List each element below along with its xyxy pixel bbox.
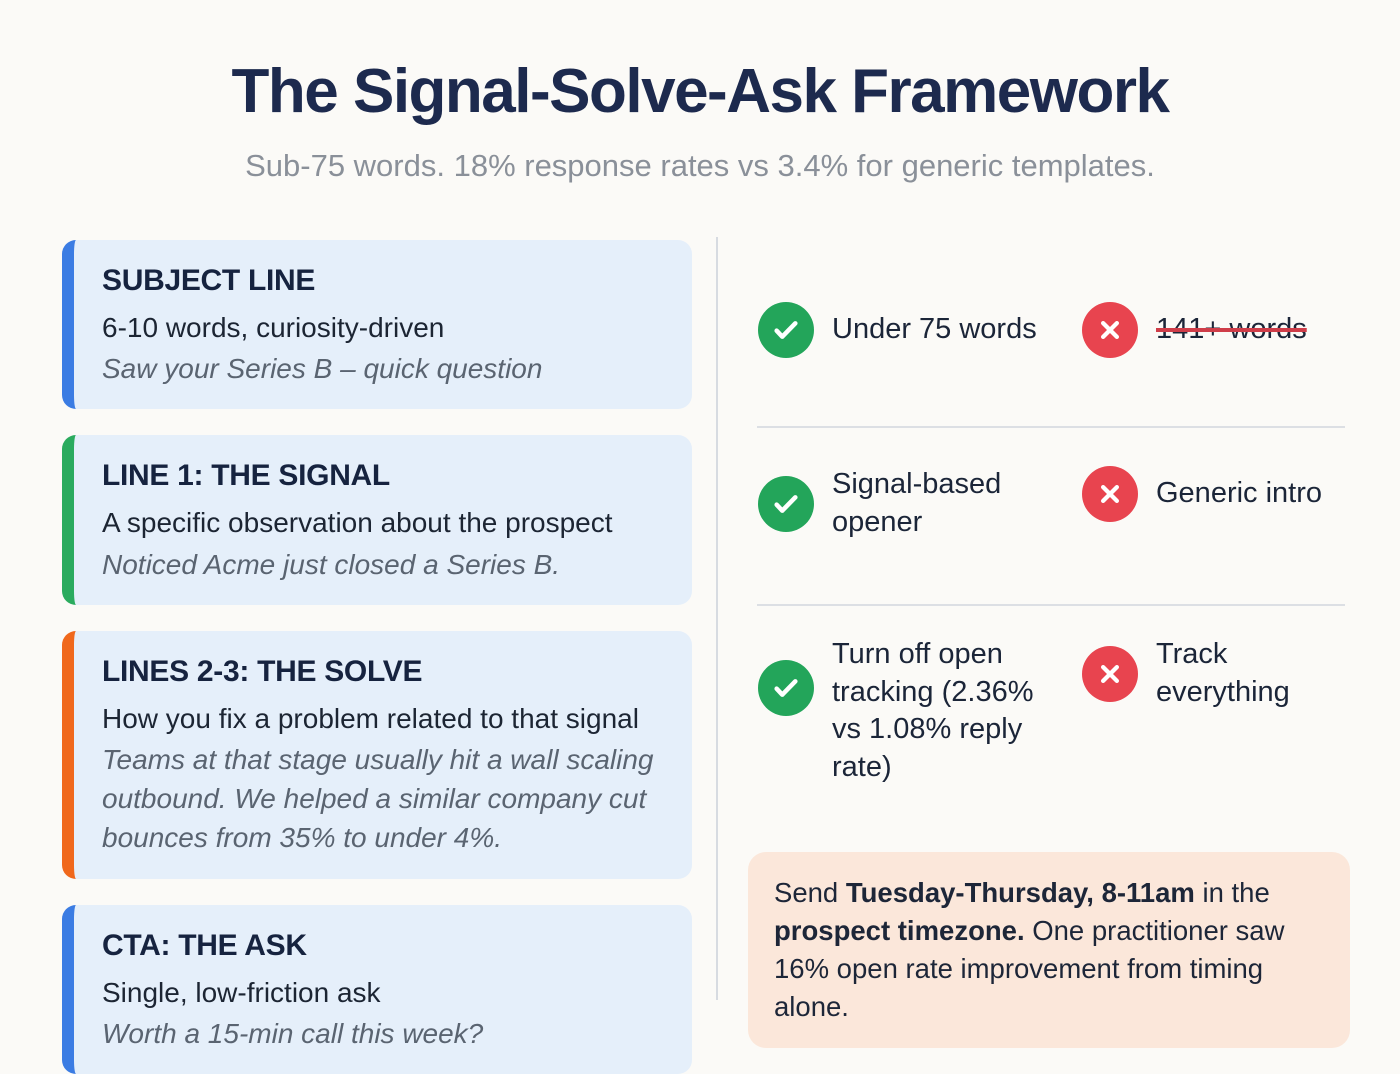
check-icon [758,475,814,532]
check-icon [758,302,814,358]
do-item: Turn off open tracking (2.36% vs 1.08% r… [758,636,1064,787]
x-icon [1082,466,1138,522]
horizontal-divider [757,426,1345,428]
card-example: Saw your Series B – quick question [102,353,543,385]
card-title: LINE 1: THE SIGNAL [102,459,390,493]
card-example: Noticed Acme just closed a Series B. [102,548,561,580]
dont-label: 141+ words [1156,313,1307,346]
tip-segment-bold: prospect timezone. [774,914,1025,946]
do-item: Under 75 words [758,302,1037,358]
card-lines23-solve: LINES 2-3: THE SOLVE How you fix a probl… [62,630,692,879]
horizontal-divider [757,604,1345,606]
card-cta-ask: CTA: THE ASK Single, low-friction ask Wo… [62,904,692,1074]
page-subtitle: Sub-75 words. 18% response rates vs 3.4%… [245,148,1155,183]
tip-segment: Send [774,877,846,908]
card-title: CTA: THE ASK [102,928,307,962]
dont-label: Generic intro [1156,477,1323,510]
tip-segment: One practitioner saw 16% open rate impro… [774,914,1285,1022]
card-subject-line: SUBJECT LINE 6-10 words, curiosity-drive… [62,240,692,410]
card-title: SUBJECT LINE [102,264,316,297]
card-line1-signal: LINE 1: THE SIGNAL A specific observatio… [62,435,692,605]
do-label: Turn off open tracking (2.36% vs 1.08% r… [832,638,1034,784]
dont-label: Track everything [1156,638,1290,708]
card-example: Teams at that stage usually hit a wall s… [102,743,654,854]
check-icon [758,660,814,716]
x-icon [1082,645,1138,702]
tip-segment: in the [1194,877,1270,908]
card-description: How you fix a problem related to that si… [102,702,639,734]
do-item: Signal-based opener [758,466,1064,541]
do-label: Signal-based opener [832,468,1002,538]
timing-tip-box: Send Tuesday-Thursday, 8-11am in the pro… [748,852,1350,1048]
page-title: The Signal-Solve-Ask Framework [231,57,1170,126]
tip-segment-bold: Tuesday-Thursday, 8-11am [845,877,1195,908]
dont-item: Generic intro [1082,466,1322,522]
dont-item: Track everything [1082,636,1350,711]
card-description: A specific observation about the prospec… [102,507,613,539]
timing-tip-text: Send Tuesday-Thursday, 8-11am in the pro… [774,874,1324,1026]
vertical-divider [716,237,718,1000]
framework-card-list: SUBJECT LINE 6-10 words, curiosity-drive… [62,240,692,1074]
dont-item: 141+ words [1082,302,1307,358]
card-description: 6-10 words, curiosity-driven [102,312,445,343]
do-label: Under 75 words [832,313,1037,346]
card-title: LINES 2-3: THE SOLVE [102,654,423,688]
card-description: Single, low-friction ask [102,976,381,1008]
card-example: Worth a 15-min call this week? [102,1017,484,1049]
x-icon [1082,302,1138,358]
